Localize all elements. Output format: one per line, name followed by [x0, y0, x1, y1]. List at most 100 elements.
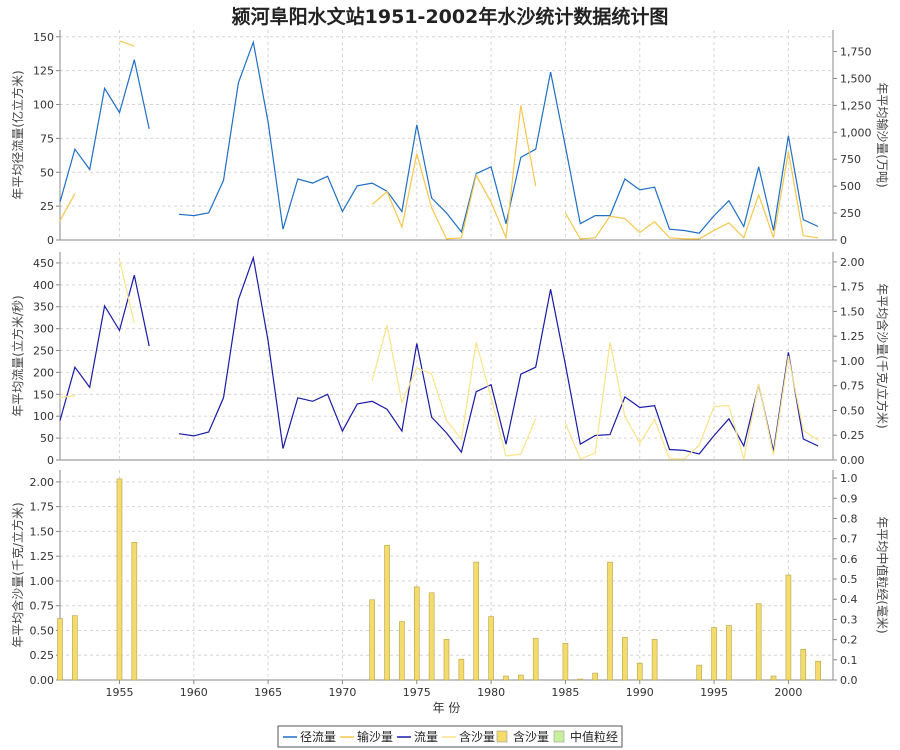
right-axis-tick-label: 0.4	[840, 593, 858, 606]
panel-3: 0.00 0.25 0.50 0.75 1.00 1.25 1.50 1.75 2.00 0.0 0…	[10, 470, 890, 687]
series-line-输沙量	[59, 193, 76, 221]
bar-sediment-1978	[458, 658, 465, 681]
right-axis-tick-label: 1,250	[840, 99, 872, 112]
bar-sediment-1989	[622, 637, 628, 681]
right-axis-tick-label: 0.50	[840, 404, 865, 417]
right-axis-label: 年平均中值粒经(毫米)	[875, 516, 890, 633]
left-axis-tick-label: 150	[33, 31, 54, 44]
bar-sediment-1983	[532, 638, 539, 681]
right-axis-tick-label: 0.8	[840, 512, 858, 525]
left-axis-tick-label: 0	[47, 234, 54, 247]
legend-item-4: 含沙量	[442, 729, 495, 744]
legend-label: 流量	[414, 730, 438, 744]
left-axis-tick-label: 0.25	[30, 649, 55, 662]
bar-sediment-1951	[57, 618, 63, 681]
series-line-输沙量	[371, 105, 537, 241]
legend-item-5: 含沙量	[496, 729, 549, 744]
series-line-含沙量	[371, 325, 537, 457]
bar-sediment-1990	[636, 662, 643, 681]
series-line-输沙量	[119, 40, 135, 47]
right-axis-tick-label: 250	[840, 207, 861, 220]
bar-sediment-2000	[785, 574, 792, 681]
x-axis-tick-label: 1960	[180, 686, 208, 699]
bar-sediment-1977	[443, 639, 450, 681]
x-axis-tick-label: 1965	[254, 686, 282, 699]
left-axis-tick-label: 0.50	[30, 624, 55, 637]
right-axis-tick-label: 1.75	[840, 281, 865, 294]
bar-sediment-1973	[384, 544, 390, 681]
bar-sediment-1974	[399, 621, 405, 681]
left-axis-tick-label: 250	[33, 345, 54, 358]
right-axis-tick-label: 500	[840, 180, 861, 193]
legend-swatch-bar	[553, 730, 565, 743]
series-line-输沙量	[564, 151, 819, 240]
bar-sediment-1956	[131, 542, 138, 681]
right-axis-tick-label: 0.1	[840, 654, 858, 667]
x-axis-label: 年 份	[433, 701, 461, 715]
plot-area	[60, 30, 833, 240]
right-axis-tick-label: 0.9	[840, 492, 858, 505]
panel-2: 0 50 100 150 200 250 300 350 400 450 0.00 0.25 0.50 0…	[10, 252, 890, 467]
bar-sediment-1981	[503, 675, 509, 681]
right-axis-tick-label: 1,500	[840, 72, 872, 85]
left-axis-tick-label: 1.00	[30, 575, 55, 588]
x-axis-tick-label: 1980	[477, 686, 505, 699]
right-axis-tick-label: 1,750	[840, 46, 872, 59]
legend-label: 输沙量	[357, 729, 393, 744]
left-axis-tick-label: 100	[33, 410, 54, 423]
bar-sediment-1994	[696, 664, 703, 681]
bar-sediment-1996	[726, 625, 732, 681]
legend-item-6: 中值粒经	[553, 729, 618, 744]
legend: 径流量 输沙量 流量 含沙量 含沙量 中值粒经	[277, 725, 623, 748]
left-axis-tick-label: 150	[33, 388, 54, 401]
bar-sediment-1988	[607, 561, 613, 681]
left-axis-tick-label: 200	[33, 366, 54, 379]
series-line-含沙量	[564, 341, 819, 460]
left-axis-label: 年平均含沙量(千克/立方米)	[10, 502, 25, 647]
right-axis-tick-label: 1.00	[840, 355, 865, 368]
right-axis-tick-label: 0	[840, 234, 847, 247]
right-axis-tick-label: 0.25	[840, 429, 865, 442]
legend-item-3: 流量	[397, 730, 438, 744]
x-axis-tick-label: 1970	[328, 686, 356, 699]
bar-sediment-1972	[369, 599, 375, 681]
right-axis-tick-label: 0.2	[840, 634, 858, 647]
series-line-径流量	[59, 59, 150, 203]
left-axis-label: 年平均径流量(亿立方米)	[10, 70, 25, 199]
chart-title: 颍河阜阳水文站1951-2002年水沙统计数据统计图	[231, 6, 669, 28]
left-axis-tick-label: 0.00	[30, 674, 55, 687]
right-axis-tick-label: 0.7	[840, 533, 858, 546]
bar-sediment-1980	[488, 616, 494, 681]
left-axis-tick-label: 0.75	[30, 600, 55, 613]
legend-item-2: 输沙量	[340, 729, 393, 744]
right-axis-tick-label: 1.25	[840, 330, 865, 343]
legend-item-1: 径流量	[283, 730, 336, 744]
legend-label: 中值粒经	[570, 729, 618, 744]
right-axis-tick-label: 0.00	[840, 454, 865, 467]
left-axis-tick-label: 300	[33, 323, 54, 336]
left-axis-tick-label: 450	[33, 257, 54, 270]
right-axis-tick-label: 0.5	[840, 573, 858, 586]
x-axis-tick-label: 1985	[551, 686, 579, 699]
left-axis-tick-label: 350	[33, 301, 54, 314]
legend-label: 径流量	[300, 730, 336, 744]
plot-area	[60, 252, 833, 460]
left-axis-tick-label: 50	[40, 166, 54, 179]
right-axis-tick-label: 1,000	[840, 126, 872, 139]
right-axis-tick-label: 1.0	[840, 472, 858, 485]
x-axis-tick-label: 2000	[774, 686, 802, 699]
right-axis-tick-label: 0.75	[840, 380, 865, 393]
left-axis-tick-label: 50	[40, 432, 54, 445]
series-line-流量	[59, 275, 150, 421]
x-axis-tick-label: 1995	[700, 686, 728, 699]
series-line-含沙量	[118, 259, 135, 324]
series-line-含沙量	[59, 395, 75, 399]
bar-sediment-1952	[72, 615, 78, 681]
right-axis-tick-label: 1.50	[840, 305, 865, 318]
left-axis-tick-label: 100	[33, 99, 54, 112]
left-axis-tick-label: 125	[33, 65, 54, 78]
series-line-流量	[178, 255, 819, 455]
right-axis-tick-label: 0.0	[840, 674, 858, 687]
legend-swatch-bar	[496, 730, 508, 743]
bar-sediment-1976	[428, 592, 435, 681]
